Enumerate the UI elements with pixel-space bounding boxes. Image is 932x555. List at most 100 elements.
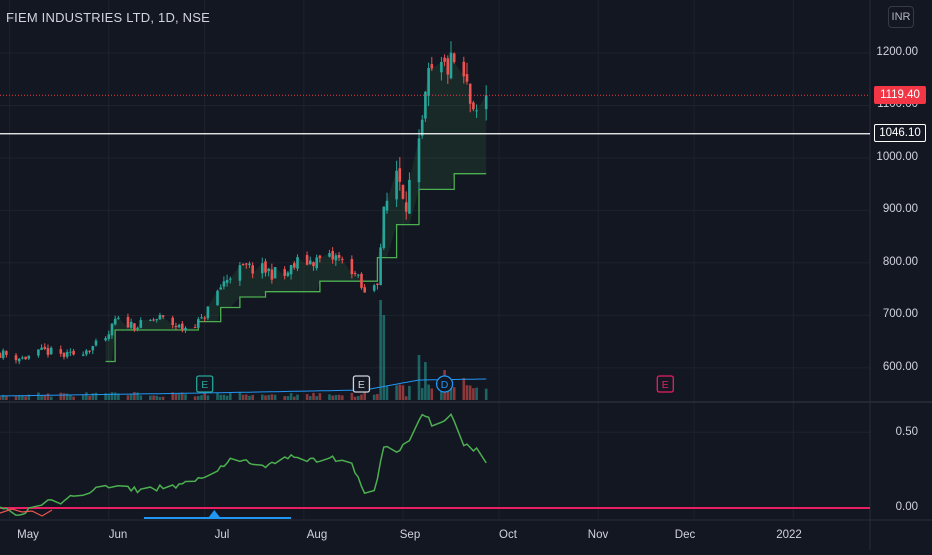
event-marker-label: E [662, 379, 669, 391]
volume-bar [395, 385, 398, 400]
candle-body [395, 170, 398, 200]
volume-bar [264, 395, 267, 400]
candle-body [417, 138, 421, 183]
time-label-oct: Oct [499, 529, 517, 541]
candle-body [222, 281, 226, 287]
candle-body [155, 319, 158, 321]
volume-bar [216, 392, 219, 400]
event-marker-shape [656, 375, 674, 393]
volume-bar [273, 394, 277, 400]
volume-bar [59, 392, 63, 400]
volume-bar [43, 395, 47, 400]
candle-body [261, 263, 264, 274]
candle-body [161, 315, 165, 317]
time-label-aug: Aug [306, 529, 328, 541]
volume-bar [382, 315, 386, 400]
event-marker-label: E [358, 379, 365, 391]
volume-bar [315, 396, 318, 400]
event-marker-earnings[interactable]: E [196, 375, 214, 393]
candle-body [372, 285, 376, 291]
candle-body [104, 338, 107, 341]
candle-body [446, 58, 450, 75]
hline-price-tag[interactable]: 1046.10 [874, 124, 926, 142]
volume-bar [270, 394, 274, 400]
last-price-tag: 1119.40 [874, 86, 926, 104]
candle-body [328, 253, 331, 257]
candle-body [289, 265, 293, 275]
volume-bar [126, 395, 130, 400]
volume-bar [283, 396, 286, 400]
volume-bar [177, 393, 181, 400]
volume-bar [337, 394, 341, 400]
candle-body [113, 318, 117, 325]
currency-button[interactable]: INR [888, 6, 914, 28]
volume-bar [449, 385, 453, 400]
candle-body [126, 316, 130, 328]
event-marker-shape [352, 375, 371, 393]
event-marker-earnings[interactable]: E [352, 375, 371, 393]
volume-bar [238, 392, 242, 400]
volume-bar [193, 396, 197, 400]
volume-bar [24, 396, 27, 400]
price-label-1200: 1200.00 [876, 46, 918, 58]
candle-body [251, 265, 254, 274]
volume-bar [200, 395, 203, 400]
volume-bar [452, 387, 456, 400]
volume-bar [417, 355, 421, 400]
volume-bar [225, 395, 229, 400]
event-marker-earnings-upcoming[interactable]: E [656, 375, 674, 393]
volume-bar [401, 385, 405, 400]
candle-body [117, 317, 120, 319]
volume-bar [181, 392, 184, 400]
candle-body [472, 102, 475, 110]
candle-body [40, 347, 43, 350]
volume-bar [136, 392, 139, 400]
candle-body [379, 247, 382, 286]
event-marker-dividend[interactable]: D [435, 375, 454, 393]
candle-body [85, 350, 88, 355]
candle-body [465, 74, 469, 82]
volume-bar [85, 392, 88, 400]
volume-bar [472, 388, 475, 400]
price-label-1000: 1000.00 [876, 151, 918, 163]
price-label-800: 800.00 [882, 256, 918, 268]
candle-body [401, 184, 405, 199]
candle-body [152, 319, 155, 321]
volume-bar [21, 395, 24, 400]
volume-bar [331, 395, 334, 400]
candle-body [200, 317, 203, 319]
volume-bar [133, 392, 136, 400]
oscillator-pane [0, 412, 870, 519]
time-label-nov: Nov [587, 529, 609, 541]
candle-body [149, 319, 152, 321]
candles [0, 41, 488, 365]
candle-body [110, 323, 114, 336]
candle-body [37, 349, 40, 356]
candle-body [139, 320, 143, 328]
candle-body [197, 319, 200, 328]
volume-bar [424, 362, 427, 400]
candle-body [245, 263, 248, 265]
event-marker-shape [435, 375, 454, 393]
candle-body [376, 283, 379, 285]
candle-body [206, 306, 210, 319]
volume-bar [129, 393, 133, 400]
candle-body [484, 95, 488, 110]
candle-body [270, 269, 274, 280]
volume-bar [427, 384, 430, 400]
time-label-dec: Dec [674, 529, 696, 541]
candle-body [309, 260, 312, 265]
symbol-title[interactable]: FIEM INDUSTRIES LTD, 1D, NSE [6, 10, 210, 25]
volume-bar [305, 394, 309, 400]
candle-body [305, 255, 309, 265]
volume-bars [0, 300, 488, 400]
candle-body [1, 350, 5, 359]
candle-body [341, 258, 344, 260]
volume-bar [241, 394, 245, 400]
volume-bar [468, 385, 472, 400]
volume-bar [14, 396, 18, 400]
candle-body [229, 278, 232, 280]
volume-bar [91, 393, 95, 400]
